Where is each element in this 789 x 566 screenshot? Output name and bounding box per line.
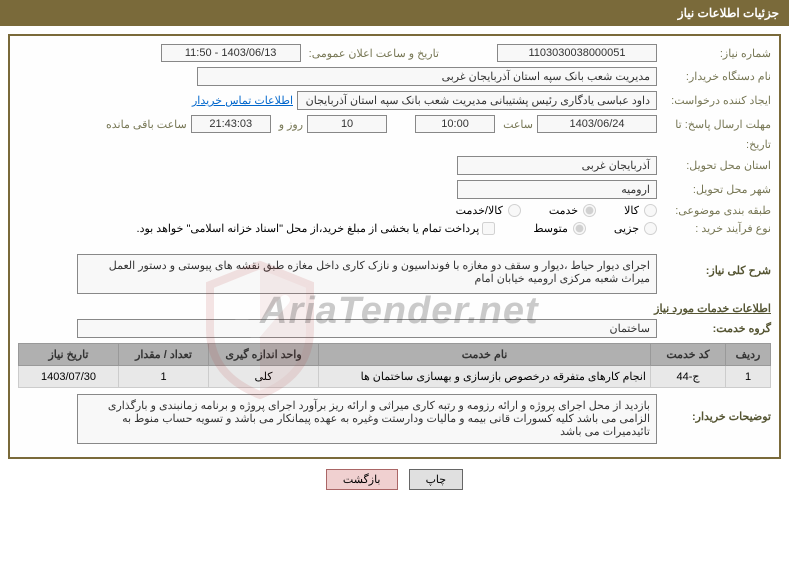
button-bar: چاپ بازگشت: [0, 469, 789, 490]
need-number-label: شماره نیاز:: [661, 47, 771, 60]
need-desc-value: اجرای دیوار حیاط ،دیوار و سقف دو مغازه ب…: [77, 254, 657, 294]
time-remaining-value: 21:43:03: [191, 115, 271, 133]
cat-goods-service-radio[interactable]: کالا/خدمت: [456, 204, 521, 217]
buyer-notes-value: بازدید از محل اجرای پروژه و ارائه رزومه …: [77, 394, 657, 444]
cat-service-radio[interactable]: خدمت: [549, 204, 596, 217]
td-row: 1: [726, 366, 771, 388]
td-date: 1403/07/30: [19, 366, 119, 388]
main-panel: شماره نیاز: 1103030038000051 تاریخ و ساع…: [8, 34, 781, 459]
days-remaining-value: 10: [307, 115, 387, 133]
table-row: 1 ج-44 انجام کارهای متفرقه درخصوص بازساز…: [19, 366, 771, 388]
print-button[interactable]: چاپ: [409, 469, 464, 490]
cat-goods-service-label: کالا/خدمت: [456, 204, 503, 217]
cat-goods-radio[interactable]: کالا: [624, 204, 657, 217]
date-label: تاریخ:: [661, 138, 771, 151]
proc-medium-label: متوسط: [533, 222, 568, 235]
announce-date-value: 1403/06/13 - 11:50: [161, 44, 301, 62]
deadline-label: مهلت ارسال پاسخ: تا: [661, 118, 771, 131]
delivery-city-label: شهر محل تحویل:: [661, 183, 771, 196]
proc-medium-radio[interactable]: متوسط: [533, 222, 586, 235]
td-code: ج-44: [651, 366, 726, 388]
deadline-date-value: 1403/06/24: [537, 115, 657, 133]
need-number-value: 1103030038000051: [497, 44, 657, 62]
th-name: نام خدمت: [319, 344, 651, 366]
need-desc-label: شرح کلی نیاز:: [661, 254, 771, 277]
requester-label: ایجاد کننده درخواست:: [661, 94, 771, 107]
proc-partial-radio[interactable]: جزیی: [614, 222, 657, 235]
announce-date-label: تاریخ و ساعت اعلان عمومی:: [305, 47, 439, 60]
th-row: ردیف: [726, 344, 771, 366]
page-title: جزئیات اطلاعات نیاز: [0, 0, 789, 26]
buyer-org-label: نام دستگاه خریدار:: [661, 70, 771, 83]
th-qty: تعداد / مقدار: [119, 344, 209, 366]
payment-checkbox[interactable]: پرداخت تمام یا بخشی از مبلغ خرید،از محل …: [137, 222, 496, 235]
buyer-notes-label: توضیحات خریدار:: [661, 394, 771, 423]
th-unit: واحد اندازه گیری: [209, 344, 319, 366]
td-name: انجام کارهای متفرقه درخصوص بازسازی و بهس…: [319, 366, 651, 388]
back-button[interactable]: بازگشت: [326, 469, 398, 490]
cat-service-label: خدمت: [549, 204, 578, 217]
services-section-title: اطلاعات خدمات مورد نیاز: [18, 302, 771, 315]
service-group-label: گروه خدمت:: [661, 322, 771, 335]
category-label: طبقه بندی موضوعی:: [661, 204, 771, 217]
th-date: تاریخ نیاز: [19, 344, 119, 366]
requester-value: داود عباسی یادگاری رئیس پشتیبانی مدیریت …: [297, 91, 657, 110]
th-code: کد خدمت: [651, 344, 726, 366]
services-table: ردیف کد خدمت نام خدمت واحد اندازه گیری ت…: [18, 343, 771, 388]
td-unit: کلی: [209, 366, 319, 388]
delivery-city-value: ارومیه: [457, 180, 657, 199]
service-group-value: ساختمان: [77, 319, 657, 338]
process-type-label: نوع فرآیند خرید :: [661, 222, 771, 235]
td-qty: 1: [119, 366, 209, 388]
delivery-province-label: استان محل تحویل:: [661, 159, 771, 172]
delivery-province-value: آذربایجان غربی: [457, 156, 657, 175]
cat-goods-label: کالا: [624, 204, 639, 217]
time-label: ساعت: [499, 118, 533, 131]
contact-link[interactable]: اطلاعات تماس خریدار: [192, 94, 293, 107]
buyer-org-value: مدیریت شعب بانک سپه استان آذربایجان غربی: [197, 67, 657, 86]
deadline-time-value: 10:00: [415, 115, 495, 133]
days-label: روز و: [275, 118, 303, 131]
proc-partial-label: جزیی: [614, 222, 639, 235]
remaining-label: ساعت باقی مانده: [102, 118, 187, 131]
payment-note-label: پرداخت تمام یا بخشی از مبلغ خرید،از محل …: [137, 222, 480, 235]
